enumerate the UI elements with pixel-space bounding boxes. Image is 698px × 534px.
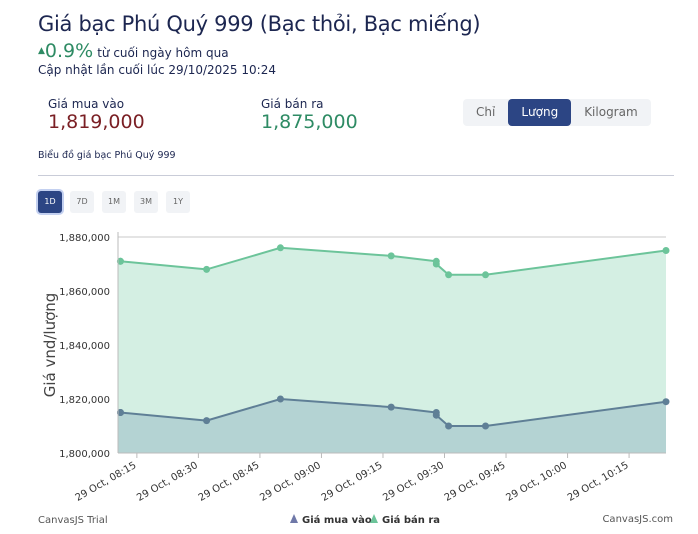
last-updated: Cập nhật lần cuối lúc 29/10/2025 10:24	[38, 63, 276, 77]
legend-marker-buy	[290, 514, 298, 523]
data-point-sell	[276, 244, 284, 252]
range-1d-button[interactable]: 1D	[38, 191, 62, 213]
x-tick-label: 29 Oct, 08:15	[74, 460, 139, 504]
range-1y-button[interactable]: 1Y	[166, 191, 190, 213]
legend-marker-sell	[370, 514, 378, 523]
data-point-buy	[432, 411, 440, 419]
x-tick-label: 29 Oct, 10:15	[566, 460, 631, 504]
data-point-buy	[387, 403, 395, 411]
data-point-sell	[387, 252, 395, 260]
data-point-buy	[662, 398, 670, 406]
x-tick-label: 29 Oct, 10:00	[504, 460, 569, 504]
range-7d-button[interactable]: 7D	[70, 191, 94, 213]
chart-caption: Biểu đồ giá bạc Phú Quý 999	[38, 150, 176, 161]
canvasjs-link: CanvasJS.com	[602, 514, 673, 525]
triangle-up-icon: ▲	[38, 46, 45, 56]
sell-price: Giá bán ra 1,875,000	[261, 97, 358, 133]
line-buy	[118, 397, 667, 427]
canvasjs-trial-watermark: CanvasJS Trial	[38, 515, 108, 526]
unit-luong-button[interactable]: Lượng	[508, 99, 572, 126]
legend: Giá mua vào Giá bán ra	[290, 514, 440, 526]
area-sell	[118, 247, 666, 453]
data-point-buy	[482, 422, 490, 430]
y-axis-label: Giá vnd/lượng	[41, 293, 59, 398]
legend-label-sell: Giá bán ra	[382, 514, 440, 526]
data-point-sell	[482, 271, 490, 279]
y-tick-label: 1,800,000	[59, 449, 110, 460]
unit-kilogram-button[interactable]: Kilogram	[584, 105, 638, 119]
x-tick-label: 29 Oct, 08:45	[197, 460, 262, 504]
range-3m-button[interactable]: 3M	[134, 191, 158, 213]
range-selector: 1D 7D 1M 3M 1Y	[38, 191, 190, 213]
data-point-buy	[203, 417, 211, 425]
page-title: Giá bạc Phú Quý 999 (Bạc thỏi, Bạc miếng…	[38, 12, 481, 36]
data-point-buy	[276, 395, 284, 403]
unit-toggle: Chỉ Lượng Kilogram	[463, 99, 651, 126]
data-point-sell	[203, 265, 211, 273]
buy-price-label: Giá mua vào	[48, 97, 125, 111]
data-point-sell	[116, 257, 124, 265]
buy-price: Giá mua vào 1,819,000	[48, 97, 145, 133]
y-tick-label: 1,860,000	[59, 287, 110, 298]
y-tick-label: 1,820,000	[59, 395, 110, 406]
price-change: ▲0.9% từ cuối ngày hôm qua	[38, 40, 229, 62]
x-tick-label: 29 Oct, 09:45	[443, 460, 508, 504]
data-point-sell	[445, 271, 453, 279]
change-value: 0.9%	[44, 40, 94, 62]
range-1m-button[interactable]: 1M	[102, 191, 126, 213]
sell-price-value: 1,875,000	[261, 111, 358, 133]
x-tick-label: 29 Oct, 09:15	[320, 460, 385, 504]
sell-price-label: Giá bán ra	[261, 97, 324, 111]
y-tick-label: 1,880,000	[59, 233, 110, 244]
change-text: từ cuối ngày hôm qua	[97, 46, 229, 60]
x-tick-label: 29 Oct, 08:30	[135, 460, 200, 504]
y-tick-label: 1,840,000	[59, 341, 110, 352]
line-sell	[118, 246, 667, 276]
unit-chi-button[interactable]: Chỉ	[476, 105, 496, 119]
divider	[38, 175, 674, 176]
buy-price-value: 1,819,000	[48, 111, 145, 133]
x-tick-label: 29 Oct, 09:30	[381, 460, 446, 504]
legend-label-buy: Giá mua vào	[302, 514, 372, 526]
area-buy	[118, 399, 666, 453]
data-point-buy	[116, 409, 124, 416]
data-point-sell	[662, 247, 670, 254]
x-tick-label: 29 Oct, 09:00	[258, 460, 323, 504]
data-point-buy	[445, 422, 453, 430]
data-point-sell	[432, 260, 440, 268]
